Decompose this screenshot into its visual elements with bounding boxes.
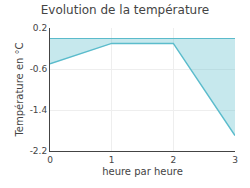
svg-text:-0.6: -0.6: [30, 64, 48, 74]
svg-text:0: 0: [47, 155, 53, 165]
svg-text:Evolution de la température: Evolution de la température: [41, 3, 210, 17]
svg-text:heure par heure: heure par heure: [102, 166, 183, 177]
svg-text:3: 3: [232, 155, 238, 165]
svg-text:1: 1: [109, 155, 115, 165]
svg-text:0.2: 0.2: [33, 23, 47, 33]
svg-text:-2.2: -2.2: [30, 146, 48, 156]
svg-text:-1.4: -1.4: [30, 105, 48, 115]
svg-text:2: 2: [170, 155, 176, 165]
svg-text:Température en °C: Température en °C: [14, 42, 25, 137]
